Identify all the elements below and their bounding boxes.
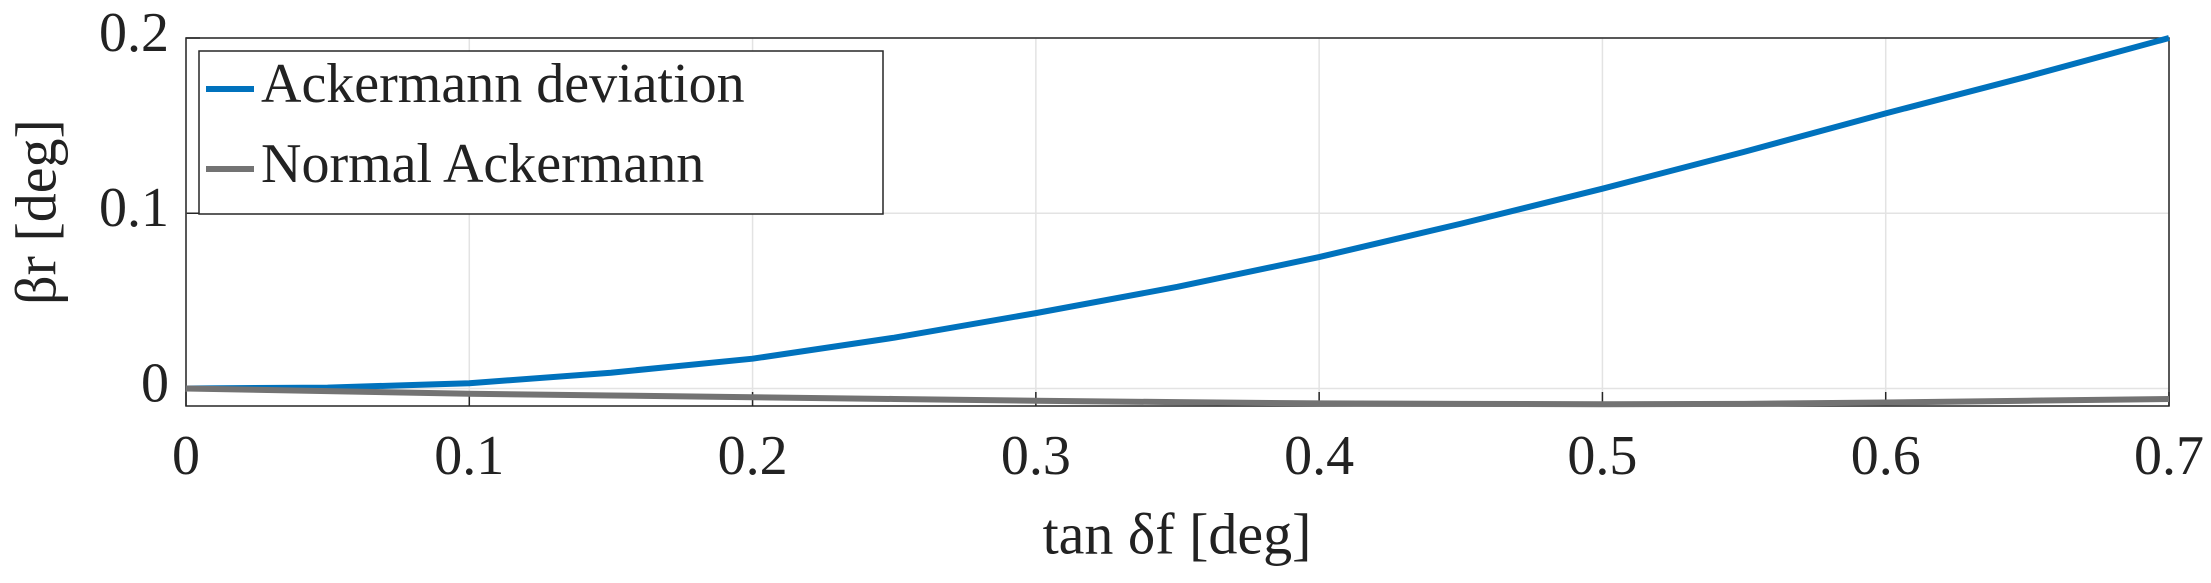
x-tick-label: 0.7 (2134, 425, 2204, 487)
x-tick-label: 0 (172, 425, 200, 487)
x-tick-label: 0.3 (1001, 425, 1071, 487)
series-line (185, 35, 2170, 392)
series-line (185, 385, 2170, 408)
legend-label: Ackermann deviation (261, 53, 745, 115)
x-tick-label: 0.1 (434, 425, 504, 487)
y-tick-label: 0.1 (99, 177, 169, 239)
y-axis-label: βr [deg] (3, 119, 68, 305)
x-tick-label: 0.5 (1567, 425, 1637, 487)
x-axis-label: tan δf [deg] (1043, 501, 1312, 566)
legend-box (198, 50, 884, 215)
x-tick-label: 0.2 (718, 425, 788, 487)
x-tick-label: 0.4 (1284, 425, 1354, 487)
axes-box (185, 37, 2170, 407)
x-tick-label: 0.6 (1851, 425, 1921, 487)
plot-lines (185, 35, 2170, 408)
legend-label: Normal Ackermann (261, 133, 704, 195)
legend: Ackermann deviation Normal Ackermann (198, 50, 884, 215)
y-tick-label: 0.2 (99, 2, 169, 64)
y-tick-label: 0 (141, 352, 169, 414)
